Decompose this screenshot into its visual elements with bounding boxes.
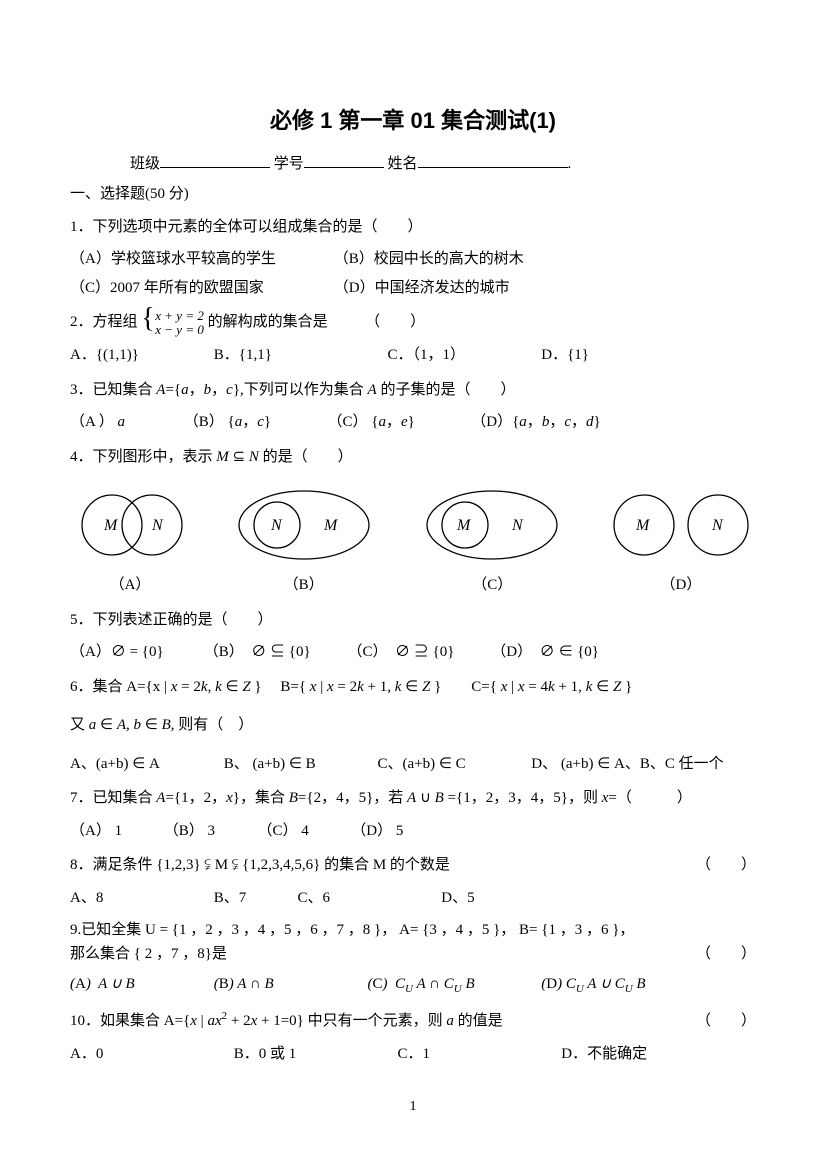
q2-opt-c: C．（1，1） [388,341,538,370]
page-number: 1 [70,1094,756,1121]
q5-options: （A）∅ = {0} （B） ∅ ⊆ {0} （C） ∅ ⊇ {0} （D） ∅… [70,638,756,667]
q2-options: A．{(1,1)} B．{1,1} C．（1，1） D．{1} [70,341,756,370]
q10-opt-d: D．不能确定 [561,1040,647,1069]
page-title: 必修 1 第一章 01 集合测试(1) [70,100,756,142]
q2-sys-top: x + y = 2 [155,309,204,323]
q5-opt-d: （D） ∅ ∈ {0} [491,638,599,667]
q4-diagram-b: N M （B） [229,485,379,600]
q6-opt-c: C、(a+b) ∈ C [378,750,528,779]
q4-label-c: （C） [417,571,567,600]
venn-a-icon: M N [70,485,190,565]
q10-opt-a: A．0 [70,1040,230,1069]
q8-opt-b: B、7 [214,884,294,913]
q2-sys-bot: x − y = 0 [155,323,204,337]
venn-d-icon: M N [606,485,756,565]
svg-text:M: M [323,517,339,534]
q6-options: A、(a+b) ∈ A B、 (a+b) ∈ B C、(a+b) ∈ C D、 … [70,750,756,779]
name-label: 姓名 [388,156,418,172]
svg-text:N: N [151,517,164,534]
q8-opt-a: A、8 [70,884,210,913]
svg-text:N: N [270,517,283,534]
q5-opt-c: （C） ∅ ⊇ {0} [348,638,488,667]
q10-options: A．0 B．0 或 1 C．1 D．不能确定 [70,1040,756,1069]
q9-opt-d: (D) CU A ∪ CU B [541,970,645,1000]
class-label: 班级 [130,156,160,172]
svg-text:M: M [103,517,119,534]
q9-options: (A) A ∪ B (B) A ∩ B (C) CU A ∩ CU B (D) … [70,970,756,1000]
q2-opt-a: A．{(1,1)} [70,341,210,370]
q9-stem: 9.已知全集 U = {1 ，2 ，3 ，4 ，5 ，6 ，7 ，8 }， A=… [70,918,756,966]
q1-options: （A）学校篮球水平较高的学生 （B）校园中长的高大的树木 （C）2007 年所有… [70,245,756,302]
q7-opt-a: （A） 1 [70,817,160,846]
q4-diagram-d: M N （D） [606,485,756,600]
q9-opt-b: (B) A ∩ B [214,970,364,999]
q2-stem-post: 的解构成的集合是 （ ） [208,314,426,330]
q10-stem-right: （ ） [696,1007,756,1036]
q3-opt-d: （D）{a，b，c，d} [471,408,600,437]
q8-opt-c: C、6 [298,884,438,913]
q4-diagram-c: M N （C） [417,485,567,600]
venn-c-icon: M N [417,485,567,565]
id-label: 学号 [274,156,304,172]
q4-label-a: （A） [70,571,190,600]
q8-opt-d: D、5 [441,884,474,913]
q6-stem: 6．集合 A={x | x = 2k, k ∈ Z } B={ x | x = … [70,673,756,702]
student-info-line: 班级 学号 姓名. [70,150,756,179]
q8-stem-left: 8．满足条件 {1,2,3} ⫋ M ⫋ {1,2,3,4,5,6} 的集合 M… [70,851,450,880]
q5-stem: 5．下列表述正确的是（ ） [70,606,756,635]
svg-text:N: N [711,517,724,534]
q3-opt-a: （A ） a [70,408,180,437]
q4-label-d: （D） [606,571,756,600]
q6-opt-a: A、(a+b) ∈ A [70,750,220,779]
q8-stem: 8．满足条件 {1,2,3} ⫋ M ⫋ {1,2,3,4,5,6} 的集合 M… [70,851,756,880]
q3-stem: 3．已知集合 A={a，b，c},下列可以作为集合 A 的子集的是（ ） [70,376,756,405]
q3-options: （A ） a （B） {a，c} （C） {a，e} （D）{a，b，c，d} [70,408,756,437]
section-heading: 一、选择题(50 分) [70,180,756,209]
q7-stem: 7．已知集合 A={1，2，x}，集合 B={2，4，5}，若 A ∪ B ={… [70,784,756,813]
q9-line2-left: 那么集合 { 2 ，7 ，8}是 [70,942,227,966]
name-blank [418,152,568,168]
q1-opt-d: （D）中国经济发达的城市 [334,274,510,303]
q1-opt-a: （A）学校篮球水平较高的学生 [70,245,330,274]
q9-opt-a: (A) A ∪ B [70,970,210,999]
q2-stem-pre: 2．方程组 [70,314,138,330]
q7-opt-d: （D） 5 [351,817,403,846]
q9-line1: 9.已知全集 U = {1 ，2 ，3 ，4 ，5 ，6 ，7 ，8 }， A=… [70,918,756,942]
q8-stem-right: （ ） [696,851,756,880]
class-blank [160,152,270,168]
q1-stem: 1．下列选项中元素的全体可以组成集合的是（ ） [70,213,756,242]
q6-stem2: 又 a ∈ A, b ∈ B, 则有（ ） [70,711,756,740]
venn-b-icon: N M [229,485,379,565]
svg-text:M: M [635,517,651,534]
q9-line2-right: （ ） [696,942,756,966]
q2-system: x + y = 2 x − y = 0 [141,309,204,338]
q10-opt-c: C．1 [398,1040,558,1069]
q7-options: （A） 1 （B） 3 （C） 4 （D） 5 [70,817,756,846]
q4-diagram-a: M N （A） [70,485,190,600]
q5-opt-b: （B） ∅ ⊆ {0} [204,638,344,667]
q7-opt-c: （C） 4 [258,817,348,846]
q7-opt-b: （B） 3 [164,817,254,846]
q4-label-b: （B） [229,571,379,600]
q3-opt-c: （C） {a，e} [328,408,468,437]
q5-opt-a: （A）∅ = {0} [70,638,200,667]
q1-opt-c: （C）2007 年所有的欧盟国家 [70,274,330,303]
svg-text:M: M [456,517,472,534]
q6-opt-d: D、 (a+b) ∈ A、B、C 任一个 [531,750,723,779]
q8-options: A、8 B、7 C、6 D、5 [70,884,756,913]
q3-opt-b: （B） {a，c} [184,408,324,437]
q4-stem: 4．下列图形中，表示 M ⊆ N 的是（ ） [70,443,756,472]
q4-diagrams: M N （A） N M （B） M N （C） [70,485,756,600]
id-blank [304,152,384,168]
q2-opt-d: D．{1} [541,341,589,370]
q9-opt-c: (C) CU A ∩ CU B [368,970,538,1000]
q10-opt-b: B．0 或 1 [234,1040,394,1069]
q10-stem-left: 10．如果集合 A={x | ax2 + 2x + 1=0} 中只有一个元素，则… [70,1006,503,1036]
q10-stem: 10．如果集合 A={x | ax2 + 2x + 1=0} 中只有一个元素，则… [70,1006,756,1036]
q2-opt-b: B．{1,1} [214,341,384,370]
q6-opt-b: B、 (a+b) ∈ B [224,750,374,779]
q1-opt-b: （B）校园中长的高大的树木 [334,245,524,274]
svg-text:N: N [511,517,524,534]
q2-stem: 2．方程组 x + y = 2 x − y = 0 的解构成的集合是 （ ） [70,308,756,337]
